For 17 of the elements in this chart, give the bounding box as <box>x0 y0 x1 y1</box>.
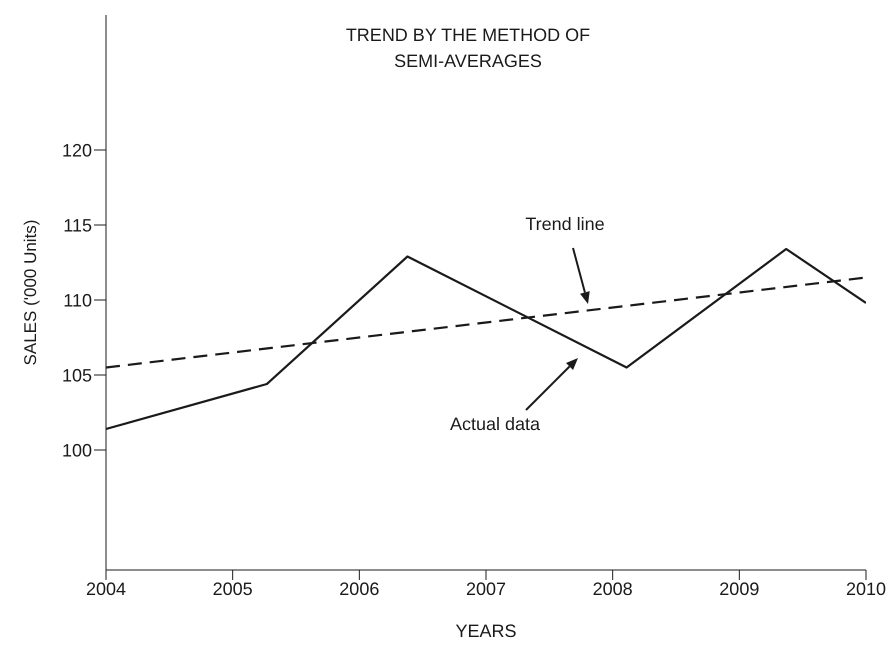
x-tick-label: 2009 <box>719 578 760 599</box>
x-tick-label: 2004 <box>86 578 126 599</box>
x-tick-label: 2010 <box>846 578 886 599</box>
y-tick-label: 100 <box>62 440 92 460</box>
x-axis-title: YEARS <box>455 621 517 641</box>
annotation: Trend line <box>525 214 605 234</box>
y-tick-label: 120 <box>62 140 92 160</box>
y-tick-label: 105 <box>62 365 92 386</box>
text: TREND BY THE METHOD OF SEMI-AVERAGES <box>344 24 592 73</box>
y-axis-title: SALES ('000 Units) <box>21 220 40 366</box>
x-tick-label: 2008 <box>592 578 633 599</box>
x-tick-label: 2006 <box>339 578 380 599</box>
y-tick-label: 115 <box>63 215 92 236</box>
y-tick-label: 110 <box>63 290 92 310</box>
x-tick-label: 2007 <box>466 578 506 599</box>
annotation: Actual data <box>450 414 542 434</box>
x-tick-label: 2005 <box>212 578 253 599</box>
